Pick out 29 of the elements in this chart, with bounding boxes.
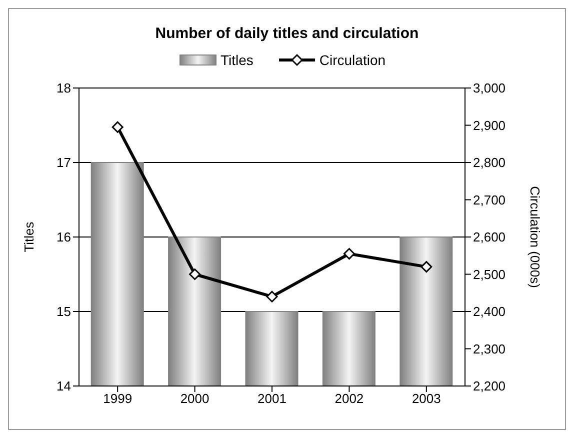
y2-tick-label: 2,600 — [473, 230, 506, 245]
y2-tick-label: 3,000 — [473, 80, 506, 96]
x-tick-label: 1999 — [103, 391, 132, 406]
point — [112, 121, 124, 133]
y-axis-title: Titles — [22, 221, 37, 252]
point — [420, 261, 432, 273]
y2-tick-label: 2,900 — [473, 118, 506, 133]
y2-tick-label: 2,700 — [473, 192, 506, 208]
x-tick-label: 2002 — [334, 391, 364, 406]
y2-tick-label: 2,800 — [473, 155, 506, 170]
point — [189, 268, 201, 280]
y-tick-label: 18 — [56, 80, 71, 96]
y2-tick-label: 2,200 — [473, 378, 506, 394]
x-tick-label: 2000 — [180, 391, 210, 406]
y-tick-label: 17 — [56, 155, 71, 170]
legend-label: Circulation — [318, 52, 386, 68]
x-tick-label: 2003 — [412, 391, 441, 406]
legend-label: Titles — [219, 52, 254, 68]
point — [343, 248, 355, 260]
y2-tick-label: 2,500 — [473, 266, 506, 282]
y-tick-label: 16 — [56, 230, 71, 245]
y-tick-label: 15 — [56, 304, 71, 320]
chart-title: Number of daily titles and circulation — [154, 25, 420, 42]
y2-tick-label: 2,400 — [473, 304, 506, 320]
y2-tick-label: 2,300 — [473, 341, 506, 356]
x-tick-label: 2001 — [258, 391, 286, 406]
point — [266, 290, 278, 302]
y-tick-label: 14 — [56, 378, 71, 394]
y2-axis-title: Circulation (000s) — [527, 186, 542, 288]
